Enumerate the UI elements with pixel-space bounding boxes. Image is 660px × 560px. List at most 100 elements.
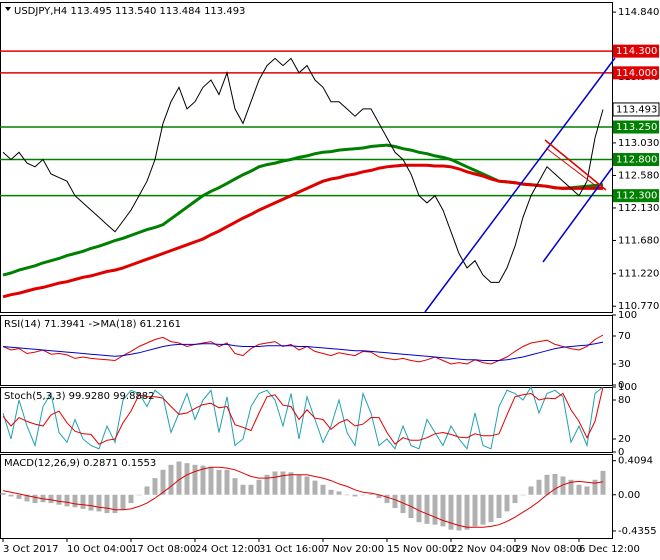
panel-frame — [0, 454, 613, 539]
histogram-bar — [216, 469, 222, 495]
histogram-bar — [248, 484, 254, 495]
histogram-bar — [144, 486, 150, 495]
y-tick-label: 80 — [618, 395, 631, 406]
level-label-box — [613, 189, 659, 203]
histogram-bar — [368, 493, 374, 495]
trend-line — [544, 139, 607, 191]
x-tick-label: 3 Oct 2017 — [3, 544, 58, 555]
y-tick-label: 0.4094 — [618, 456, 653, 467]
panel-title: RSI(14) 71.3941 ->MA(18) 61.2161 — [4, 319, 181, 330]
trend-lines — [424, 57, 616, 313]
x-tick-label: 6 Dec 12:00 — [579, 544, 640, 555]
histogram-bar — [176, 461, 182, 495]
histogram-bar — [88, 494, 94, 511]
series-line — [2, 386, 604, 445]
histogram-bar — [48, 494, 54, 504]
y-tick-label: 100 — [618, 310, 637, 321]
x-tick-label: 31 Oct 16:00 — [259, 544, 324, 555]
histogram-bar — [312, 480, 318, 495]
histogram-bar — [112, 494, 118, 514]
y-tick-label: -0.4355 — [618, 526, 657, 537]
last-price-label: 113.493 — [616, 104, 657, 115]
x-tick-label: 24 Oct 12:00 — [195, 544, 260, 555]
histogram-bar — [392, 494, 398, 509]
panel-title: USDJPY,H4 113.495 113.540 113.484 113.49… — [14, 6, 245, 17]
histogram-bar — [192, 464, 198, 495]
histogram-bar — [480, 494, 486, 525]
histogram-bar — [448, 494, 454, 530]
histogram-bar — [304, 476, 310, 495]
histogram-bar — [168, 464, 174, 495]
panel-frame — [0, 2, 613, 313]
histogram-bar — [104, 494, 110, 514]
histogram-bar — [568, 479, 574, 495]
channel-line — [542, 167, 613, 263]
histogram-bar — [232, 478, 238, 495]
y-tick-label: 111.680 — [618, 235, 659, 246]
histogram-bar — [136, 494, 142, 496]
histogram-bar — [8, 494, 14, 497]
y-tick-label: 114.840 — [618, 7, 659, 18]
histogram-bar — [520, 494, 526, 496]
series-line — [2, 57, 604, 283]
histogram-bar — [160, 469, 166, 495]
x-tick-label: 29 Nov 08:00 — [515, 544, 582, 555]
histogram-bar — [200, 465, 206, 495]
histogram-bar — [16, 494, 22, 499]
histogram-bar — [384, 494, 390, 504]
y-tick-label: 110.770 — [618, 301, 659, 312]
y-tick-label: 0 — [618, 380, 624, 391]
histogram-bar — [264, 474, 270, 495]
x-tick-label: 22 Nov 04:00 — [451, 544, 518, 555]
histogram-bar — [432, 494, 438, 525]
histogram-bar — [96, 494, 102, 512]
histogram-bar — [208, 467, 214, 495]
y-tick-label: 111.220 — [618, 269, 659, 280]
histogram-bar — [464, 494, 470, 530]
x-tick-label: 10 Oct 04:00 — [67, 544, 132, 555]
histogram-bar — [344, 494, 350, 496]
level-label-box — [613, 66, 659, 80]
histogram-bar — [56, 494, 62, 505]
histogram-bar — [352, 494, 358, 497]
histogram-bar — [64, 494, 70, 507]
level-label: 113.250 — [616, 122, 657, 133]
trend-line — [545, 147, 597, 187]
histogram-bar — [584, 486, 590, 495]
histogram-bar — [120, 494, 126, 510]
histogram-bar — [536, 479, 542, 495]
histogram-bar — [32, 494, 38, 504]
y-tick-label: 20 — [618, 434, 631, 445]
histogram-bar — [320, 484, 326, 495]
histogram-bar — [576, 484, 582, 495]
histogram-bar — [80, 494, 86, 509]
level-label-box — [613, 44, 659, 58]
histogram-bar — [400, 494, 406, 514]
histogram-bar — [256, 479, 262, 495]
y-tick-label: 112.130 — [618, 203, 659, 214]
last-price-box — [612, 102, 660, 117]
panel-title: Stoch(5,3,3) 99.9280 99.8882 — [4, 391, 155, 402]
histogram-bar — [504, 494, 510, 512]
histogram-bar — [272, 471, 278, 495]
level-label-box — [613, 120, 659, 134]
histogram-bar — [0, 493, 6, 495]
histogram-bar — [296, 474, 302, 495]
histogram-bar — [424, 494, 430, 524]
x-tick-label: 17 Oct 08:00 — [131, 544, 196, 555]
histogram-bar — [472, 494, 478, 527]
series-line — [2, 466, 604, 528]
x-tick-label: 7 Nov 20:00 — [323, 544, 384, 555]
panel-frame — [0, 315, 613, 386]
title-marker — [5, 7, 11, 11]
panel-title: MACD(12,26,9) 0.2871 0.1553 — [4, 458, 156, 469]
series-line — [2, 334, 604, 365]
histogram-bar — [376, 494, 382, 499]
y-tick-label: 0.00 — [618, 490, 640, 501]
histogram-bar — [336, 491, 342, 495]
series-line — [2, 341, 604, 361]
y-tick-label: 30 — [618, 359, 631, 370]
histogram-bar — [280, 471, 286, 495]
level-label: 114.000 — [616, 68, 657, 79]
